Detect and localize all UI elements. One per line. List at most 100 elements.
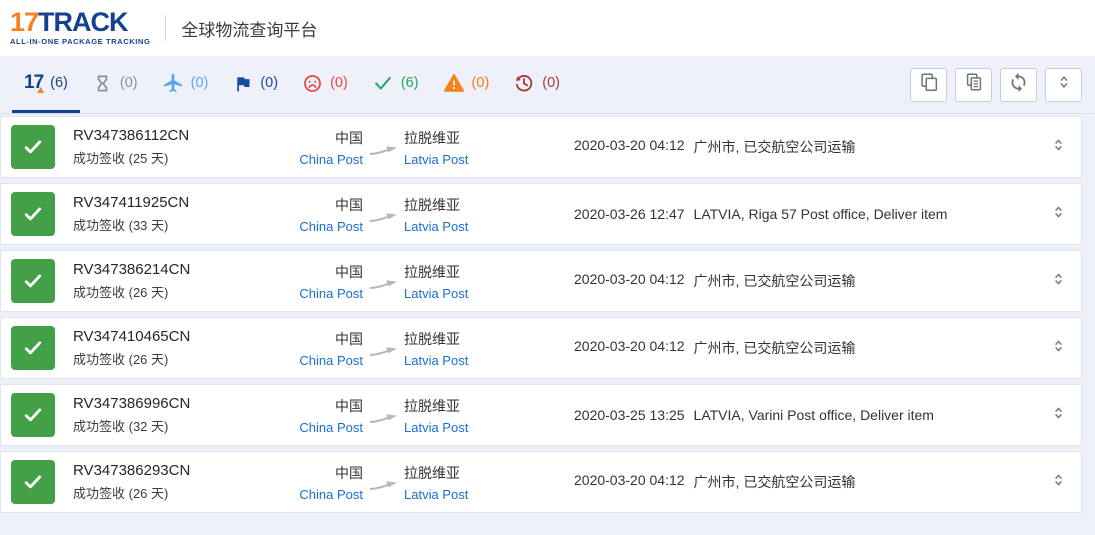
shipment-info: RV347411925CN 成功签收 (33 天) [73,194,273,234]
logo-wordmark: 17TRACK [10,9,150,36]
tab-alert[interactable]: (0) [431,56,502,113]
destination-column: 拉脱维亚 Latvia Post [404,128,564,167]
origin-column: 中国 China Post [273,262,363,301]
origin-carrier-link[interactable]: China Post [299,151,363,167]
shipment-info: RV347386112CN 成功签收 (25 天) [73,127,273,167]
origin-country: 中国 [335,330,363,347]
history-clock-icon [513,72,535,94]
tab-count: (0) [471,75,490,91]
event-time: 2020-03-20 04:12 [574,271,685,287]
tab-count: (0) [330,75,348,91]
destination-carrier-link[interactable]: Latvia Post [404,352,469,368]
copy-icon [918,71,940,98]
event-time: 2020-03-25 13:25 [574,407,685,423]
flag-icon [232,73,253,94]
event-time: 2020-03-20 04:12 [574,137,685,153]
tracking-row[interactable]: RV347410465CN 成功签收 (26 天) 中国 China Post … [0,317,1082,379]
expand-chevrons-icon [1052,138,1065,157]
delivered-check-icon [11,125,55,169]
shipment-info: RV347386214CN 成功签收 (26 天) [73,261,273,301]
event-description: 广州市, 已交航空公司运输 [693,340,856,356]
refresh-icon [1008,72,1029,98]
app-header: 17TRACK ALL-IN-ONE PACKAGE TRACKING 全球物流… [0,0,1095,56]
origin-carrier-link[interactable]: China Post [299,352,363,368]
tab-expired[interactable]: (0) [501,56,572,113]
destination-country: 拉脱维亚 [404,263,460,280]
event-description: LATVIA, Riga 57 Post office, Deliver ite… [693,206,948,222]
sad-face-icon [302,73,323,94]
destination-country: 拉脱维亚 [404,129,460,146]
expand-toggle[interactable] [1035,205,1081,224]
route-arrow-icon [363,405,404,425]
event-description: 广州市, 已交航空公司运输 [693,139,856,155]
header-divider [165,15,167,41]
expand-chevrons-icon [1052,473,1065,492]
destination-column: 拉脱维亚 Latvia Post [404,195,564,234]
latest-event: 2020-03-25 13:25 LATVIA, Varini Post off… [564,407,1035,423]
tracking-number: RV347386293CN [73,462,191,479]
expand-toggle[interactable] [1035,473,1081,492]
event-time: 2020-03-20 04:12 [574,472,685,488]
tracking-row[interactable]: RV347386214CN 成功签收 (26 天) 中国 China Post … [0,250,1082,312]
delivered-check-icon [11,460,55,504]
origin-country: 中国 [335,129,363,146]
origin-carrier-link[interactable]: China Post [299,218,363,234]
shipment-status: 成功签收 (26 天) [73,486,169,501]
copy-content-button[interactable] [955,67,992,102]
tab-delivered[interactable]: (6) [360,56,431,113]
tracking-row[interactable]: RV347386112CN 成功签收 (25 天) 中国 China Post … [0,116,1082,178]
shipment-status: 成功签收 (26 天) [73,285,169,300]
destination-column: 拉脱维亚 Latvia Post [404,262,564,301]
event-description: 广州市, 已交航空公司运输 [693,273,856,289]
origin-country: 中国 [335,196,363,213]
route-arrow-icon [363,338,404,358]
shipment-info: RV347386996CN 成功签收 (32 天) [73,395,273,435]
tab-count: (0) [119,75,138,91]
sort-button[interactable] [1045,67,1082,102]
tab-all[interactable]: 17 (6) [12,56,80,113]
refresh-button[interactable] [1000,67,1037,102]
origin-carrier-link[interactable]: China Post [299,285,363,301]
expand-toggle[interactable] [1035,339,1081,358]
destination-carrier-link[interactable]: Latvia Post [404,151,469,167]
expand-toggle[interactable] [1035,138,1081,157]
origin-country: 中国 [335,464,363,481]
expand-chevrons-icon [1052,205,1065,224]
origin-carrier-link[interactable]: China Post [299,486,363,502]
destination-column: 拉脱维亚 Latvia Post [404,396,564,435]
destination-carrier-link[interactable]: Latvia Post [404,486,469,502]
17track-logo[interactable]: 17TRACK ALL-IN-ONE PACKAGE TRACKING [10,9,151,47]
expand-toggle[interactable] [1035,272,1081,291]
origin-column: 中国 China Post [273,463,363,502]
shipment-status: 成功签收 (33 天) [73,218,169,233]
copy-button[interactable] [910,67,947,102]
destination-column: 拉脱维亚 Latvia Post [404,463,564,502]
tab-count: (0) [190,75,209,91]
tracking-number: RV347386996CN [73,395,191,412]
tab-count: (6) [400,75,419,91]
logo-tagline: ALL-IN-ONE PACKAGE TRACKING [10,37,151,46]
tracking-row[interactable]: RV347386996CN 成功签收 (32 天) 中国 China Post … [0,384,1082,446]
tab-not-found[interactable]: (0) [80,56,150,113]
sort-icon [1055,73,1073,96]
tab-pick-up[interactable]: (0) [220,56,290,113]
delivered-check-icon [11,192,55,236]
expand-toggle[interactable] [1035,406,1081,425]
origin-country: 中国 [335,263,363,280]
destination-carrier-link[interactable]: Latvia Post [404,218,469,234]
latest-event: 2020-03-20 04:12 广州市, 已交航空公司运输 [564,338,1035,358]
tracking-row[interactable]: RV347386293CN 成功签收 (26 天) 中国 China Post … [0,451,1082,513]
origin-carrier-link[interactable]: China Post [299,419,363,435]
tab-undelivered[interactable]: (0) [290,56,360,113]
tracking-number: RV347411925CN [73,194,190,211]
destination-carrier-link[interactable]: Latvia Post [404,419,469,435]
tab-count: (6) [50,75,68,91]
route-arrow-icon [363,271,404,291]
tab-in-transit[interactable]: (0) [150,56,221,113]
origin-column: 中国 China Post [273,396,363,435]
airplane-icon [162,72,184,94]
destination-carrier-link[interactable]: Latvia Post [404,285,469,301]
tracking-row[interactable]: RV347411925CN 成功签收 (33 天) 中国 China Post … [0,183,1082,245]
expand-chevrons-icon [1052,272,1065,291]
expand-chevrons-icon [1052,339,1065,358]
